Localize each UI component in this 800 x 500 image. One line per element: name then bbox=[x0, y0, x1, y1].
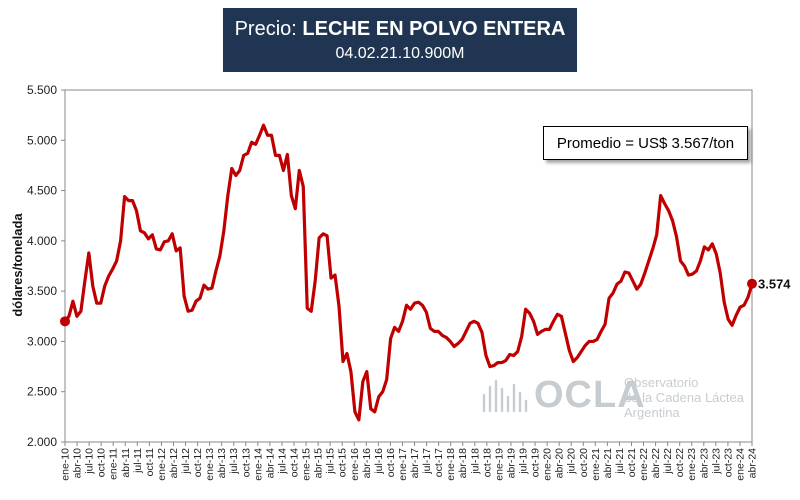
x-axis-ticks: ene-10 abr-10 jul-10 oct-10 ene-11 abr-11 jul-… bbox=[60, 442, 759, 481]
logo-name: OCLA bbox=[534, 374, 646, 416]
y-tick-label: 4.000 bbox=[27, 234, 57, 248]
y-tick-label: 3.500 bbox=[27, 284, 57, 298]
x-tick-label: jul-23 bbox=[710, 448, 722, 475]
x-tick-label: abr-13 bbox=[216, 448, 228, 479]
x-tick-label: ene-10 bbox=[60, 448, 72, 481]
x-tick-label: jul-18 bbox=[469, 448, 481, 475]
y-tick-label: 2.500 bbox=[27, 385, 57, 399]
x-tick-label: ene-19 bbox=[493, 448, 505, 481]
series-end-point bbox=[747, 278, 757, 289]
x-tick-label: oct-12 bbox=[192, 448, 204, 477]
milk-drop-logo-icon bbox=[482, 379, 528, 413]
x-tick-label: oct-18 bbox=[481, 448, 493, 477]
x-tick-label: ene-24 bbox=[734, 448, 746, 481]
x-tick-label: oct-11 bbox=[144, 448, 156, 477]
x-tick-label: abr-18 bbox=[457, 448, 469, 479]
x-tick-label: abr-22 bbox=[650, 448, 662, 479]
plot-area-frame bbox=[64, 89, 753, 443]
y-tick-label: 3.000 bbox=[27, 334, 57, 348]
x-tick-label: ene-11 bbox=[108, 448, 120, 480]
x-tick-label: abr-19 bbox=[505, 448, 517, 479]
x-tick-label: oct-20 bbox=[578, 448, 590, 477]
x-tick-label: abr-12 bbox=[168, 448, 180, 479]
x-tick-label: abr-21 bbox=[602, 448, 614, 479]
logo-org-line-1: Observatorio bbox=[624, 375, 699, 390]
x-tick-label: jul-10 bbox=[84, 448, 96, 475]
chart-title-box: Precio: LECHE EN POLVO ENTERA 04.02.21.1… bbox=[223, 8, 577, 72]
title-prefix: Precio: bbox=[234, 18, 303, 40]
y-tick-label: 5.500 bbox=[27, 83, 57, 97]
x-tick-label: ene-14 bbox=[252, 448, 264, 481]
y-tick-label: 4.500 bbox=[27, 184, 57, 198]
x-tick-label: abr-15 bbox=[313, 448, 325, 479]
ocla-logo: OCLA Observatorio de la Cadena Láctea Ar… bbox=[480, 373, 744, 425]
x-tick-label: ene-13 bbox=[204, 448, 216, 481]
x-tick-label: oct-14 bbox=[289, 448, 301, 477]
x-tick-label: oct-21 bbox=[626, 448, 638, 477]
x-tick-label: oct-10 bbox=[96, 448, 108, 477]
x-tick-label: oct-23 bbox=[722, 448, 734, 477]
logo-org-line-2: de la Cadena Láctea bbox=[624, 390, 744, 405]
x-tick-label: oct-22 bbox=[674, 448, 686, 477]
x-tick-label: jul-22 bbox=[662, 448, 674, 475]
x-tick-label: ene-22 bbox=[638, 448, 650, 481]
x-tick-label: oct-16 bbox=[385, 448, 397, 477]
x-tick-label: jul-12 bbox=[180, 448, 192, 475]
y-tick-label: 5.000 bbox=[27, 133, 57, 147]
x-tick-label: abr-24 bbox=[747, 448, 759, 479]
x-tick-label: abr-17 bbox=[409, 448, 421, 479]
average-annotation: Promedio = US$ 3.567/ton bbox=[543, 126, 748, 160]
x-tick-label: jul-15 bbox=[325, 448, 337, 475]
x-tick-label: abr-16 bbox=[361, 448, 373, 479]
x-tick-label: jul-16 bbox=[373, 448, 385, 475]
x-tick-label: ene-15 bbox=[301, 448, 313, 481]
x-tick-label: abr-10 bbox=[72, 448, 84, 479]
chart-title: Precio: LECHE EN POLVO ENTERA bbox=[223, 16, 577, 42]
title-product: LECHE EN POLVO ENTERA bbox=[302, 18, 566, 40]
y-tick-label: 2.000 bbox=[27, 435, 57, 449]
x-tick-label: oct-19 bbox=[530, 448, 542, 477]
y-axis-label: dólares/tonelada bbox=[10, 213, 25, 317]
x-tick-label: jul-21 bbox=[614, 448, 626, 475]
x-tick-label: ene-12 bbox=[156, 448, 168, 481]
x-tick-label: jul-19 bbox=[518, 448, 530, 475]
x-tick-label: ene-23 bbox=[686, 448, 698, 481]
series-start-point bbox=[60, 316, 70, 327]
x-tick-label: ene-17 bbox=[397, 448, 409, 481]
logo-org-line-3: Argentina bbox=[624, 405, 680, 420]
x-tick-label: oct-15 bbox=[337, 448, 349, 477]
x-tick-label: abr-20 bbox=[554, 448, 566, 479]
x-tick-label: ene-16 bbox=[349, 448, 361, 481]
end-value-label: 3.574 bbox=[758, 277, 791, 292]
x-tick-label: jul-14 bbox=[276, 448, 288, 475]
logo-organization: Observatorio de la Cadena Láctea Argenti… bbox=[624, 375, 744, 420]
x-tick-label: abr-14 bbox=[264, 448, 276, 479]
x-tick-label: abr-11 bbox=[120, 448, 132, 478]
x-tick-label: jul-11 bbox=[132, 448, 144, 474]
x-tick-label: jul-17 bbox=[421, 448, 433, 475]
chart-axes bbox=[64, 89, 753, 443]
x-tick-label: jul-20 bbox=[566, 448, 578, 475]
chart-subtitle: 04.02.21.10.900M bbox=[335, 45, 465, 62]
price-series-line bbox=[63, 123, 754, 422]
x-tick-label: ene-18 bbox=[445, 448, 457, 481]
x-tick-label: oct-13 bbox=[240, 448, 252, 477]
x-tick-label: ene-20 bbox=[542, 448, 554, 481]
x-tick-label: jul-13 bbox=[228, 448, 240, 475]
x-tick-label: ene-21 bbox=[590, 448, 602, 481]
x-tick-label: abr-23 bbox=[698, 448, 710, 479]
y-axis-ticks: 2.000 2.500 3.000 3.500 4.000 4.500 5.000 5.500 bbox=[27, 83, 65, 449]
x-tick-label: oct-17 bbox=[433, 448, 445, 477]
